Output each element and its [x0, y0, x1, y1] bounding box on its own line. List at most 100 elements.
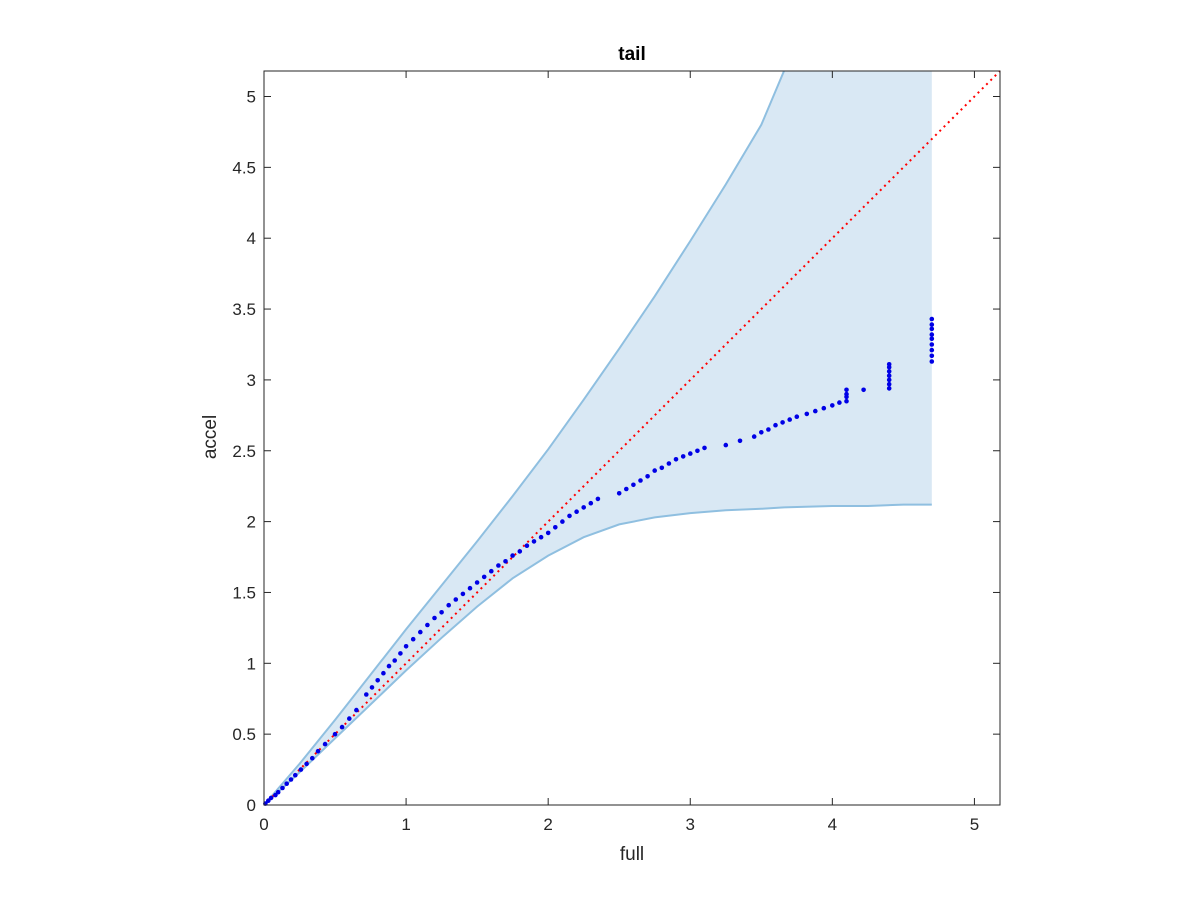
- y-tick-label: 2: [247, 513, 256, 532]
- data-point: [680, 454, 686, 459]
- data-point: [844, 398, 849, 404]
- x-tick-label: 0: [259, 815, 268, 834]
- data-point: [804, 411, 810, 417]
- data-point: [886, 369, 892, 374]
- data-point: [280, 785, 285, 791]
- data-point: [886, 377, 892, 383]
- data-point: [460, 591, 466, 597]
- data-point: [410, 636, 416, 642]
- y-tick-label: 5: [247, 88, 256, 107]
- data-point: [375, 678, 381, 683]
- data-point: [439, 610, 444, 615]
- data-point: [567, 513, 572, 519]
- data-point: [773, 422, 778, 428]
- data-point: [813, 408, 818, 414]
- data-point: [339, 724, 345, 730]
- data-point: [310, 755, 315, 761]
- confidence-band: [263, 70, 932, 806]
- data-point: [418, 629, 423, 635]
- data-point: [467, 585, 473, 591]
- data-point: [688, 451, 693, 456]
- data-point: [780, 420, 785, 425]
- data-point: [545, 530, 551, 536]
- y-tick-label: 2.5: [232, 442, 256, 461]
- data-point: [759, 430, 764, 435]
- data-point: [751, 434, 757, 439]
- data-point: [695, 448, 700, 454]
- y-axis-label: accel: [200, 415, 221, 459]
- data-point: [737, 438, 743, 444]
- data-point: [553, 525, 558, 530]
- data-point: [844, 387, 849, 393]
- data-point: [821, 405, 827, 411]
- data-point: [702, 445, 707, 451]
- data-point: [787, 417, 792, 422]
- data-point: [322, 741, 328, 747]
- data-point: [364, 692, 369, 697]
- x-ticks: 0 1 2 3 4 5: [259, 71, 979, 834]
- x-tick-label: 2: [543, 815, 552, 834]
- data-point: [631, 482, 636, 488]
- y-ticks: 0 0.5 1 1.5 2 2.5 3 3.5 4 4.5 5: [232, 88, 1000, 815]
- data-point: [453, 597, 459, 602]
- data-point: [929, 322, 935, 327]
- data-point: [837, 400, 842, 405]
- data-point: [581, 505, 586, 510]
- data-point: [474, 580, 480, 585]
- data-point: [659, 465, 665, 471]
- data-point: [273, 792, 278, 798]
- data-point: [496, 563, 501, 568]
- x-tick-label: 3: [686, 815, 695, 834]
- data-point: [560, 519, 565, 524]
- data-point: [489, 568, 494, 574]
- data-point: [315, 748, 321, 754]
- data-point: [645, 474, 650, 479]
- data-point: [347, 716, 352, 721]
- data-point: [517, 549, 523, 554]
- data-point: [268, 795, 274, 801]
- data-point: [538, 534, 544, 540]
- data-point: [666, 461, 672, 466]
- data-point: [929, 316, 935, 322]
- data-point: [481, 574, 487, 580]
- data-point: [369, 685, 375, 690]
- data-point: [929, 353, 935, 359]
- data-point: [844, 391, 849, 397]
- data-point: [830, 403, 835, 408]
- axes-box: [263, 70, 1001, 806]
- y-tick-label: 4.5: [232, 158, 256, 177]
- x-axis-label: full: [620, 844, 644, 865]
- y-tick-label: 3.5: [232, 300, 256, 319]
- data-point: [638, 478, 643, 483]
- data-point: [886, 381, 892, 387]
- data-point: [531, 539, 537, 544]
- data-point: [929, 359, 935, 364]
- data-point: [298, 767, 304, 772]
- data-point: [524, 543, 530, 548]
- band-fill: [264, 71, 932, 805]
- y-tick-label: 1.5: [232, 583, 256, 602]
- data-point: [673, 457, 679, 462]
- data-point: [886, 386, 892, 391]
- data-point: [616, 491, 622, 496]
- data-point: [398, 651, 403, 656]
- y-tick-label: 0.5: [232, 725, 256, 744]
- x-tick-label: 1: [401, 815, 410, 834]
- data-point: [425, 622, 430, 628]
- data-point: [392, 658, 398, 663]
- data-point: [794, 414, 800, 420]
- data-point: [652, 468, 657, 473]
- data-point: [929, 332, 935, 337]
- data-point: [381, 670, 386, 676]
- axes: [263, 70, 1001, 806]
- data-point: [275, 789, 281, 795]
- y-tick-label: 1: [247, 654, 256, 673]
- data-point: [288, 777, 294, 782]
- y-tick-label: 4: [247, 229, 256, 248]
- data-point: [332, 731, 338, 737]
- data-point: [595, 496, 601, 502]
- data-point: [588, 500, 594, 506]
- data-point: [284, 781, 290, 786]
- data-point: [929, 347, 935, 353]
